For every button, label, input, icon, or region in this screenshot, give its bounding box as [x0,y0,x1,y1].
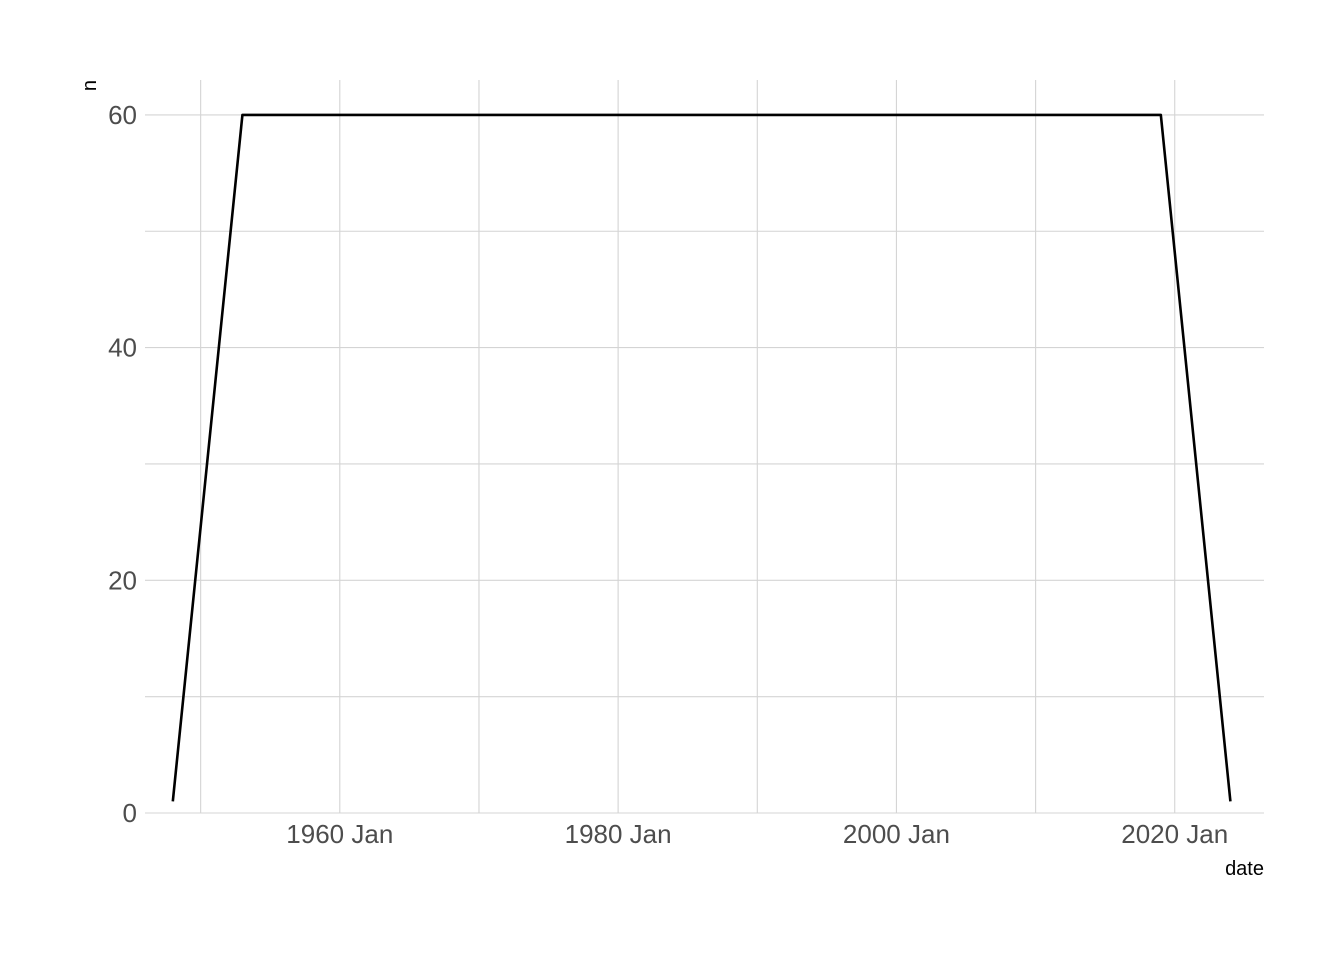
y-axis-ticks: 0 20 40 60 [108,100,137,828]
series-line [171,113,1232,802]
x-tick-label: 1960 Jan [286,819,393,849]
y-tick-label: 60 [108,100,137,130]
x-axis-title: date [1225,858,1264,880]
grid [145,80,1264,814]
y-tick-label: 0 [123,798,137,828]
x-tick-label: 2020 Jan [1121,819,1228,849]
y-tick-label: 20 [108,565,137,595]
y-axis-title: n [79,80,101,91]
x-tick-label: 1980 Jan [565,819,672,849]
series-layer [171,113,1232,802]
x-tick-label: 2000 Jan [843,819,950,849]
x-axis-ticks: 1960 Jan 1980 Jan 2000 Jan 2020 Jan [286,819,1228,849]
y-tick-label: 40 [108,333,137,363]
